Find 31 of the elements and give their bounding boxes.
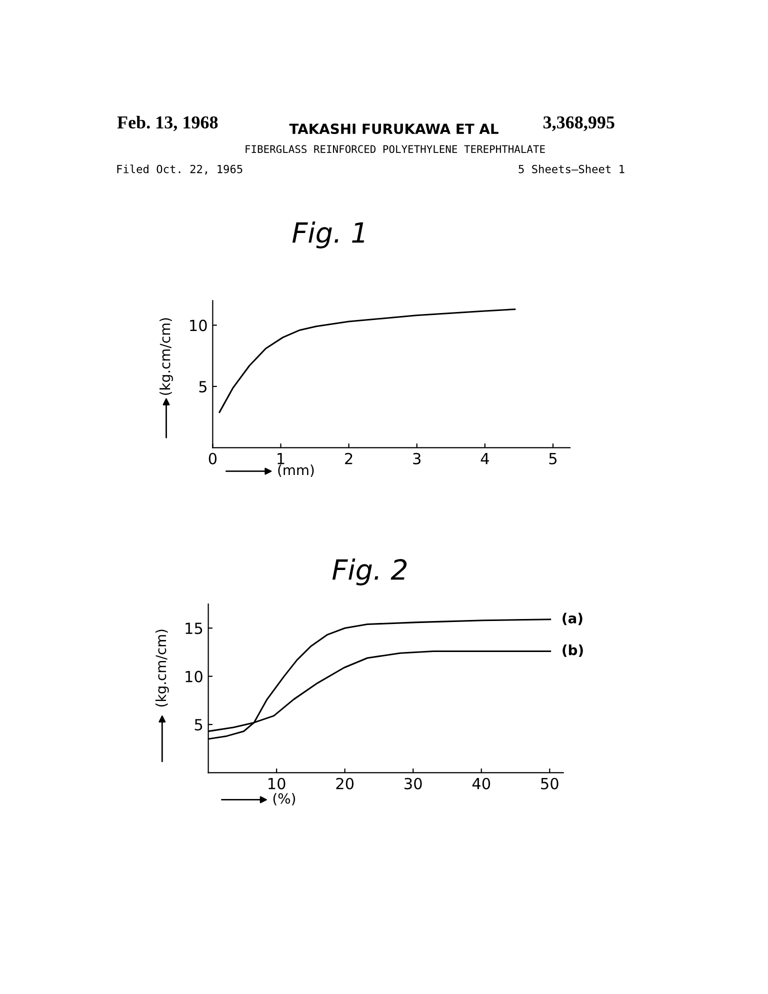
x-tick-label: 1: [278, 453, 284, 464]
x-tick-label: 0: [208, 452, 217, 464]
x-axis-title: (%): [273, 792, 296, 806]
text: Filed Oct. 22, 1965: [117, 164, 242, 175]
x-tick-label: 40: [472, 778, 490, 790]
y-tick-label: 10: [190, 320, 207, 332]
text: FIBERGLASS REINFORCED POLYETHYLENE TEREPHTHALATE: [246, 145, 545, 154]
text: Feb. 13, 1968: [117, 116, 218, 132]
chart-title: Fig. 2: [332, 558, 407, 586]
text: 3,368,995: [543, 116, 614, 132]
x-tick-label: 10: [268, 778, 286, 790]
chart-title: Fig. 1: [292, 222, 364, 248]
y-tick-label: 10: [186, 670, 202, 682]
x-tick-label: 4: [480, 453, 489, 464]
line-series: [218, 308, 516, 413]
x-tick-label: 2: [345, 452, 352, 464]
y-tick-label: 15: [186, 622, 202, 634]
x-tick-label: 5: [549, 453, 557, 464]
text: 5 Sheets—Sheet 1: [518, 164, 624, 174]
x-tick-label: 50: [541, 778, 558, 790]
x-tick-label: 3: [413, 452, 421, 464]
series-label: (a): [562, 612, 582, 626]
y-tick-label: 5: [194, 719, 202, 731]
x-tick-label: 20: [336, 778, 354, 790]
x-axis-title: (mm): [278, 464, 314, 477]
y-axis-title: (kg.cm/cm): [155, 630, 169, 706]
y-axis-title: (kg.cm/cm): [160, 318, 173, 395]
y-tick-label: 5: [199, 381, 207, 392]
text: TAKASHI FURUKAWA ET AL: [289, 124, 498, 134]
x-tick-label: 30: [404, 778, 422, 790]
series-label: (b): [562, 644, 583, 657]
